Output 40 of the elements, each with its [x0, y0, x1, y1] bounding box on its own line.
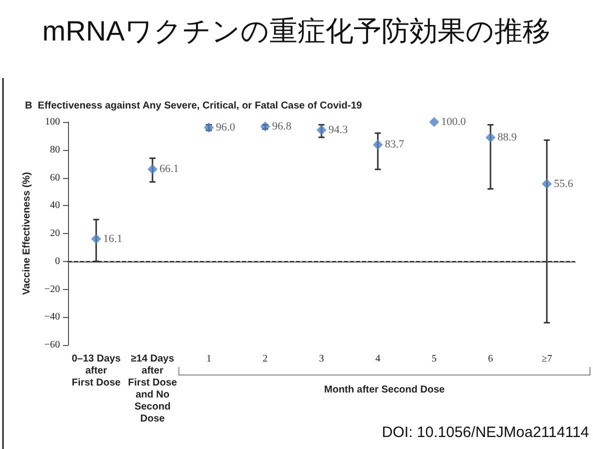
point [429, 117, 440, 127]
y-tick-label: 0 [55, 256, 60, 267]
chart-subtitle: B Effectiveness against Any Severe, Critical, or Fatal Case of Covid-19 [25, 100, 362, 112]
point [91, 234, 102, 244]
y-tick-label: 80 [50, 144, 60, 156]
x-tick-label: 0–13 Days after First Dose [72, 354, 122, 388]
point [542, 178, 552, 189]
data-label: 94.3 [328, 124, 348, 136]
data-label: 100.0 [441, 116, 466, 128]
y-tick-label: 20 [50, 228, 60, 239]
text: DOI: 10.1056/NEJMoa2114114 [382, 424, 589, 441]
point [316, 124, 326, 135]
chart-title: mRNAワクチンの重症化予防効果の推移 [42, 16, 551, 46]
data-label: 96.0 [216, 122, 236, 134]
point [260, 121, 270, 132]
data-label: 55.6 [554, 178, 574, 190]
x-tick-label: 3 [319, 354, 324, 364]
point [148, 164, 158, 174]
data-label: 66.1 [160, 163, 179, 176]
y-tick-label: −40 [44, 312, 60, 323]
y-tick-label: 100 [45, 116, 60, 128]
data-label: 83.7 [384, 138, 405, 151]
y-tick-label: −20 [44, 284, 60, 295]
y-tick-label: −60 [44, 340, 60, 350]
x-tick-label: 1 [206, 354, 212, 364]
data-label: 16.1 [103, 232, 122, 245]
x-tick-label: 4 [375, 354, 380, 364]
x-tick-label: 5 [432, 354, 437, 364]
y-tick-label: 60 [50, 172, 60, 184]
x-tick-label: 6 [488, 354, 493, 364]
y-axis-title: Vaccine Effectiveness (%) [22, 172, 32, 295]
x-axis-title: Month after Second Dose [324, 384, 446, 396]
x-tick-label: ≥7 [542, 354, 552, 364]
x-tick-label: 2 [262, 354, 268, 364]
data-label: 88.9 [498, 131, 518, 144]
point [372, 140, 383, 150]
point [486, 132, 496, 142]
data-label: 96.8 [272, 120, 292, 132]
y-tick-label: 40 [50, 200, 60, 212]
x-tick-label: ≥14 Days after First Dose and No Second Dose [128, 354, 178, 424]
